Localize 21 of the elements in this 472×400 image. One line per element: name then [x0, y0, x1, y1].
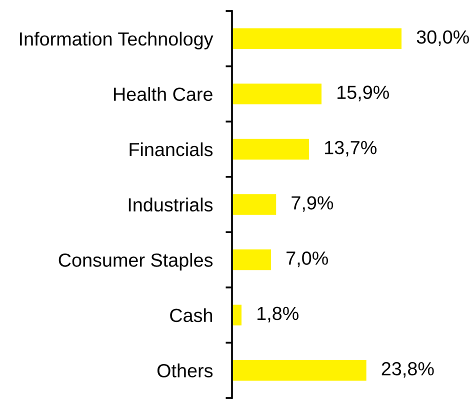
y-tick-label: Financials	[130, 142, 213, 156]
data-label: 7,9%	[292, 196, 334, 212]
data-label: 15,9%	[338, 86, 389, 102]
bar	[232, 26, 403, 50]
y-tick-label: Others	[157, 364, 213, 378]
bar	[232, 248, 272, 272]
data-label: 13,7%	[325, 140, 377, 157]
bar	[232, 137, 310, 161]
data-label: 1,8%	[258, 306, 298, 322]
y-tick-label: Consumer Staples	[58, 252, 213, 271]
data-label: 23,8%	[382, 362, 434, 378]
y-tick-label: Cash	[170, 308, 212, 322]
y-tick-label: Industrials	[128, 198, 213, 212]
data-label: 30,0%	[416, 30, 469, 46]
bar	[232, 82, 323, 106]
y-tick-label: Health Care	[114, 87, 212, 101]
y-tick-label: Information Technology	[20, 32, 214, 50]
bar	[232, 358, 368, 382]
bar	[232, 303, 243, 327]
bar	[232, 192, 278, 216]
data-label: 7,0%	[286, 251, 328, 268]
